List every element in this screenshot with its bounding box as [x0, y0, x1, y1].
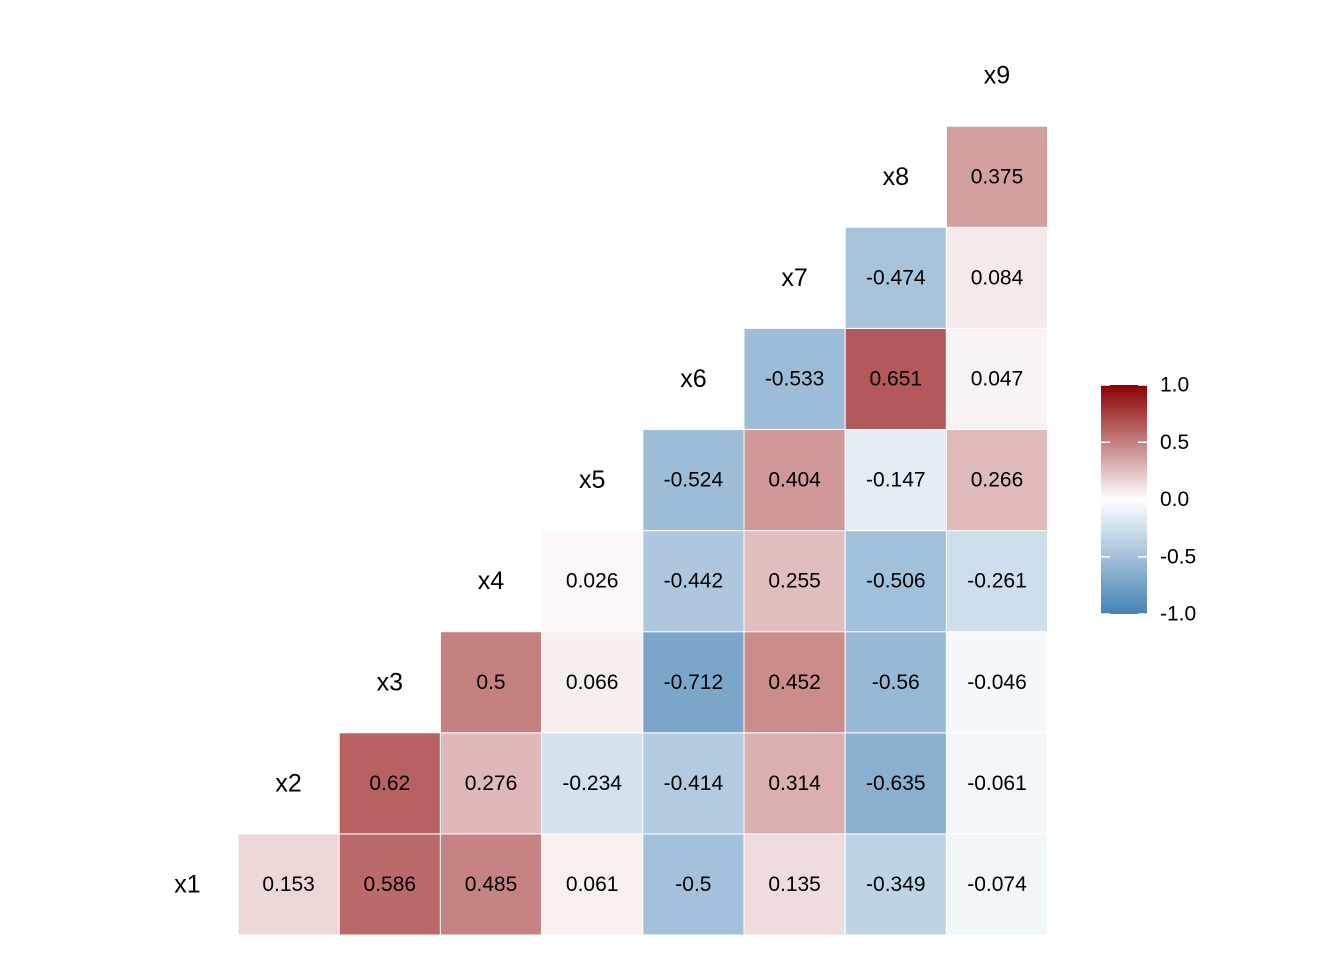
heatmap-cell-x6-x7 [743, 327, 846, 430]
heatmap-cell-x6-x9 [945, 327, 1049, 430]
cell-value-label: -0.074 [967, 873, 1027, 896]
heatmap-cell-x3-x5 [541, 631, 644, 734]
cell-value-label: -0.046 [967, 671, 1027, 694]
heatmap-cell-x3-x6 [642, 631, 745, 734]
variable-labels: x1 x2 x3 x4 x5 x6 x7 x8 x9 [174, 62, 1010, 899]
heatmap-cell-x1-x3 [338, 833, 441, 936]
variable-label-x7: x7 [781, 264, 807, 292]
legend-tick-label: 1.0 [1160, 374, 1189, 397]
heatmap-cell-x4-x5 [541, 530, 644, 633]
cell-value-label: -0.5 [675, 873, 711, 896]
cell-value-label: 0.084 [971, 266, 1024, 289]
cell-value-label: -0.635 [866, 772, 926, 795]
cell-value-label: 0.047 [971, 367, 1024, 390]
cell-value-label: -0.524 [664, 469, 724, 492]
heatmap-cell-x2-x3 [338, 732, 441, 835]
variable-label-x1: x1 [174, 870, 200, 898]
heatmap-cell-x5-x6 [642, 429, 745, 532]
heatmap-cell-x3-x8 [844, 631, 947, 734]
heatmap-cell-x4-x9 [945, 530, 1049, 633]
cell-value-label: 0.485 [465, 873, 518, 896]
variable-label-x6: x6 [680, 365, 706, 393]
heatmap-cell-x2-x7 [743, 732, 846, 835]
heatmap-cell-x3-x9 [945, 631, 1049, 734]
legend-ticks: 1.0 0.5 0.0 -0.5 -1.0 [1101, 374, 1196, 626]
cell-value-label: -0.712 [664, 671, 724, 694]
heatmap-cell-x5-x7 [743, 429, 846, 532]
variable-label-x4: x4 [478, 567, 505, 595]
cell-value-label: 0.061 [566, 873, 619, 896]
cell-value-label: 0.026 [566, 570, 619, 593]
heatmap-cell-x1-x2 [237, 833, 340, 936]
cell-value-label: 0.066 [566, 671, 619, 694]
cell-value-label: -0.261 [967, 570, 1027, 593]
heatmap-cell-x1-x9 [945, 833, 1049, 936]
heatmap-cells: 0.153 0.586 0.485 0.061 -0.5 0.135 -0.349 -0.07… [237, 125, 1049, 936]
heatmap-cell-x1-x5 [541, 833, 644, 936]
cell-value-label: 0.62 [369, 772, 410, 795]
legend-tick-label: 0.5 [1160, 431, 1189, 454]
cell-value-label: 0.452 [768, 671, 821, 694]
heatmap-cell-x4-x6 [642, 530, 745, 633]
cell-value-label: -0.414 [664, 772, 724, 795]
variable-label-x2: x2 [275, 769, 301, 797]
heatmap-cell-x2-x4 [439, 732, 543, 835]
heatmap-cell-x4-x8 [844, 530, 947, 633]
cell-value-label: -0.061 [967, 772, 1027, 795]
heatmap-cell-x5-x9 [945, 429, 1049, 532]
cell-value-label: 0.153 [262, 873, 315, 896]
cell-value-label: 0.276 [465, 772, 518, 795]
variable-label-x5: x5 [579, 466, 605, 494]
legend-tick-label: -0.5 [1160, 545, 1196, 568]
cell-value-label: 0.586 [364, 873, 417, 896]
heatmap-cell-x1-x6 [642, 833, 745, 936]
cell-value-label: 0.651 [870, 367, 923, 390]
cell-value-label: 0.375 [971, 165, 1024, 188]
heatmap-cell-x1-x8 [844, 833, 947, 936]
cell-value-label: -0.506 [866, 570, 926, 593]
variable-label-x3: x3 [377, 668, 403, 696]
cell-value-label: -0.234 [562, 772, 622, 795]
cell-value-label: -0.147 [866, 469, 926, 492]
heatmap-cell-x3-x7 [743, 631, 846, 734]
cell-value-label: 0.255 [768, 570, 821, 593]
heatmap-cell-x2-x9 [945, 732, 1049, 835]
heatmap-cell-x7-x8 [844, 226, 947, 329]
heatmap-cell-x1-x7 [743, 833, 846, 936]
heatmap-cell-x5-x8 [844, 429, 947, 532]
heatmap-cell-x2-x6 [642, 732, 745, 835]
cell-value-label: 0.5 [476, 671, 505, 694]
variable-label-x9: x9 [984, 62, 1010, 90]
cell-value-label: -0.442 [664, 570, 724, 593]
cell-value-label: -0.533 [765, 367, 825, 390]
cell-value-label: 0.266 [971, 469, 1024, 492]
cell-value-label: 0.135 [768, 873, 821, 896]
legend-tick-label: -1.0 [1160, 603, 1196, 626]
cell-value-label: -0.56 [872, 671, 920, 694]
heatmap-cell-x7-x9 [945, 226, 1049, 329]
variable-label-x8: x8 [883, 163, 909, 191]
cell-value-label: -0.474 [866, 266, 926, 289]
heatmap-cell-x3-x4 [439, 631, 543, 734]
cell-value-label: -0.349 [866, 873, 926, 896]
heatmap-cell-x8-x9 [945, 125, 1049, 228]
color-legend: 1.0 0.5 0.0 -0.5 -1.0 [1101, 374, 1196, 626]
cell-value-label: 0.314 [768, 772, 821, 795]
legend-tick-label: 0.0 [1160, 488, 1189, 511]
cell-value-label: 0.404 [768, 469, 821, 492]
